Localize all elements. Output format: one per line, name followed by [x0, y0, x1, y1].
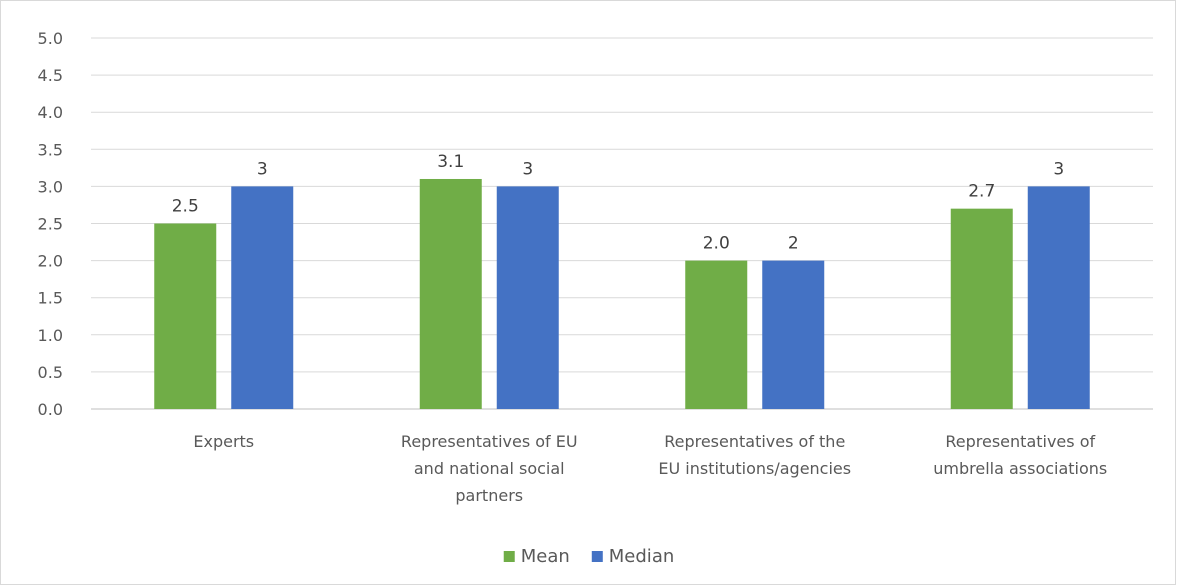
data-label-median: 3	[1053, 159, 1064, 179]
bar-median	[1027, 186, 1090, 409]
x-category-label-line: umbrella associations	[933, 459, 1107, 478]
legend-item-median: Median	[591, 546, 674, 567]
x-category-label: Representatives of the EU institutions/ag…	[658, 432, 851, 478]
data-label-mean: 3.1	[437, 152, 464, 172]
legend: Mean Median	[503, 546, 674, 567]
bar-median	[231, 186, 294, 409]
x-axis-category-labels: Experts Representatives of EU and national…	[193, 432, 1107, 505]
data-label-median: 3	[522, 159, 533, 179]
bar-mean	[685, 260, 748, 409]
bar-mean	[419, 178, 482, 409]
x-category-label-line: Experts	[193, 432, 254, 451]
y-axis-tick-labels: 0.0 0.5 1.0 1.5 2.0 2.5 3.0 3.5 4.0 4.5 5.0	[38, 29, 63, 419]
x-category-label-line: partners	[455, 486, 523, 505]
x-category-label: Representatives of EU and national social…	[401, 432, 578, 505]
x-category-label: Representatives of umbrella associations	[933, 432, 1107, 478]
y-tick-label: 2.5	[38, 215, 63, 234]
x-category-label-line: and national social	[414, 459, 565, 478]
data-labels: 2.5 3 3.1 3 2.0 2 2.7 3	[172, 152, 1064, 254]
bar-mean	[154, 223, 217, 409]
legend-label: Median	[609, 546, 674, 567]
data-label-median: 3	[257, 159, 268, 179]
y-tick-label: 3.5	[38, 140, 63, 159]
legend-item-mean: Mean	[503, 546, 570, 567]
legend-swatch	[591, 551, 603, 562]
x-category-label-line: Representatives of the	[664, 432, 845, 451]
y-tick-label: 1.0	[38, 326, 63, 345]
bars	[154, 178, 1090, 409]
x-category-label-line: Representatives of EU	[401, 432, 578, 451]
y-tick-label: 4.5	[38, 66, 63, 85]
y-tick-label: 1.5	[38, 289, 63, 308]
x-category-label: Experts	[193, 432, 254, 451]
bar-mean	[950, 208, 1013, 409]
data-label-mean: 2.5	[172, 197, 199, 217]
y-tick-label: 4.0	[38, 103, 63, 122]
data-label-median: 2	[788, 234, 799, 254]
legend-swatch	[503, 551, 515, 562]
bar-median	[762, 260, 825, 409]
bar-median	[496, 186, 559, 409]
y-tick-label: 0.5	[38, 363, 63, 382]
x-category-label-line: EU institutions/agencies	[658, 459, 851, 478]
data-label-mean: 2.0	[703, 234, 730, 254]
y-tick-label: 2.0	[38, 252, 63, 271]
x-category-label-line: Representatives of	[945, 432, 1095, 451]
legend-label: Mean	[521, 546, 570, 567]
data-label-mean: 2.7	[968, 182, 995, 202]
y-tick-label: 5.0	[38, 29, 63, 48]
y-tick-label: 0.0	[38, 400, 63, 419]
y-tick-label: 3.0	[38, 177, 63, 196]
